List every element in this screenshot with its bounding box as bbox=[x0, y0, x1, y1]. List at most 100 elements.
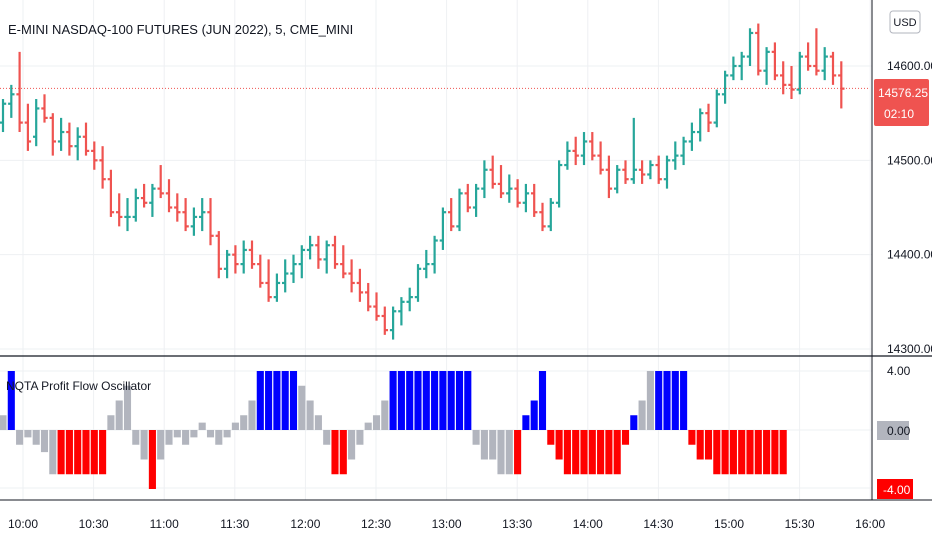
symbol-title: E-MINI NASDAQ-100 FUTURES (JUN 2022), 5,… bbox=[8, 22, 353, 37]
osc-bar bbox=[497, 430, 505, 475]
last-price-label: 14576.25 bbox=[878, 86, 928, 100]
osc-bar bbox=[522, 415, 530, 430]
price-tick-label: 14300.00 bbox=[887, 342, 932, 356]
osc-bar bbox=[306, 400, 314, 430]
osc-bar bbox=[123, 385, 132, 430]
price-bar bbox=[215, 231, 222, 279]
price-bar bbox=[796, 51, 803, 95]
osc-axis-tick-top: 4.00 bbox=[887, 364, 911, 378]
price-bar bbox=[547, 198, 554, 232]
osc-bar bbox=[7, 371, 15, 430]
price-bar bbox=[315, 235, 322, 269]
osc-bar bbox=[182, 430, 190, 445]
osc-bar bbox=[265, 371, 273, 430]
price-bar bbox=[389, 306, 397, 340]
price-axis-ticks: 14600.00 14500.00 14400.00 14300.00 bbox=[887, 59, 932, 356]
price-bar bbox=[721, 70, 729, 104]
osc-bar bbox=[688, 430, 696, 445]
price-bar bbox=[49, 113, 56, 156]
price-bar bbox=[223, 249, 231, 279]
osc-bar bbox=[273, 371, 281, 430]
osc-bar bbox=[646, 371, 654, 430]
price-bar bbox=[157, 165, 164, 199]
osc-bar bbox=[655, 371, 663, 430]
time-tick-label: 15:00 bbox=[714, 517, 744, 531]
osc-bar bbox=[439, 371, 447, 430]
price-bar bbox=[705, 103, 712, 133]
last-price-tag: 14576.25 02:10 bbox=[874, 79, 929, 126]
price-bar bbox=[306, 235, 314, 260]
osc-bar bbox=[455, 371, 464, 430]
price-bar bbox=[804, 42, 812, 71]
price-bar bbox=[414, 264, 422, 302]
price-bar bbox=[8, 84, 15, 118]
price-bar bbox=[672, 141, 679, 170]
price-bar bbox=[688, 122, 696, 151]
price-bar bbox=[539, 202, 546, 232]
osc-bar bbox=[621, 430, 630, 445]
time-axis[interactable]: 10:00 10:30 11:00 11:30 12:00 12:30 13:00 13:30… bbox=[8, 517, 932, 531]
price-bar bbox=[622, 160, 629, 184]
price-bar bbox=[232, 245, 239, 274]
price-bar bbox=[614, 165, 621, 194]
price-bar bbox=[41, 94, 48, 123]
osc-bar bbox=[630, 415, 638, 430]
indicator-title: NQTA Profit Flow Oscillator bbox=[6, 379, 151, 393]
osc-bar bbox=[580, 430, 588, 475]
osc-bar bbox=[364, 422, 372, 430]
price-bar bbox=[531, 183, 538, 217]
price-bar bbox=[149, 183, 156, 217]
price-bar bbox=[240, 240, 247, 274]
osc-bar bbox=[99, 430, 107, 475]
osc-bar bbox=[173, 430, 181, 438]
price-bar bbox=[555, 160, 563, 208]
countdown-label: 02:10 bbox=[884, 107, 914, 121]
price-bar bbox=[497, 165, 505, 199]
osc-bar bbox=[721, 430, 729, 475]
osc-bar bbox=[223, 430, 231, 438]
osc-bar bbox=[663, 371, 671, 430]
osc-bar bbox=[356, 430, 364, 445]
price-bar bbox=[199, 198, 206, 232]
price-bar bbox=[107, 169, 115, 217]
price-bar bbox=[481, 160, 488, 199]
price-bar bbox=[323, 240, 330, 274]
price-bar bbox=[74, 127, 81, 161]
price-bar bbox=[647, 160, 654, 180]
osc-bar bbox=[696, 430, 704, 460]
osc-bar bbox=[605, 430, 613, 475]
osc-bar bbox=[729, 430, 737, 475]
price-bar bbox=[638, 160, 646, 184]
price-tick-label: 14400.00 bbox=[887, 248, 932, 262]
time-tick-label: 10:30 bbox=[79, 517, 109, 531]
price-bar bbox=[282, 259, 289, 293]
price-bar bbox=[406, 287, 413, 312]
osc-bar bbox=[16, 430, 24, 445]
price-bar bbox=[182, 198, 189, 232]
time-tick-label: 16:00 bbox=[855, 517, 885, 531]
price-bar bbox=[365, 282, 372, 312]
time-tick-label: 12:30 bbox=[361, 517, 391, 531]
price-bar bbox=[522, 183, 530, 213]
time-tick-label: 11:00 bbox=[150, 517, 179, 531]
osc-bar bbox=[480, 430, 488, 460]
osc-bar bbox=[563, 430, 571, 475]
price-bar bbox=[605, 155, 613, 199]
osc-bar bbox=[74, 430, 82, 475]
osc-bar bbox=[738, 430, 746, 475]
osc-bar bbox=[57, 430, 65, 475]
osc-bar bbox=[206, 430, 215, 438]
osc-bar bbox=[323, 430, 331, 445]
price-bar bbox=[331, 235, 339, 269]
time-tick-label: 13:30 bbox=[502, 517, 532, 531]
time-tick-label: 14:30 bbox=[643, 517, 673, 531]
price-bar bbox=[746, 28, 754, 66]
currency-button[interactable]: USD bbox=[889, 10, 921, 34]
price-bar bbox=[564, 141, 571, 170]
osc-bar bbox=[505, 430, 513, 475]
price-bar bbox=[348, 259, 355, 293]
osc-bar bbox=[24, 430, 32, 438]
price-bar bbox=[290, 254, 297, 283]
osc-bar bbox=[489, 430, 497, 460]
